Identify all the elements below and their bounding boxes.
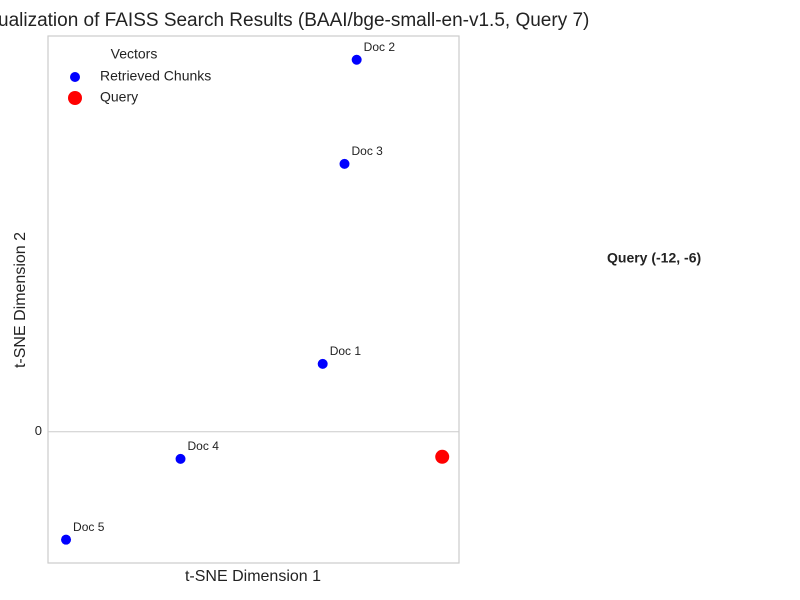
point (61, 534, 72, 545)
y-tick-label: 0 (35, 423, 42, 438)
point-label: Doc 1 (330, 344, 362, 358)
legend-label: Retrieved Chunks (100, 68, 211, 84)
chart-title: ualization of FAISS Search Results (BAAI… (0, 10, 589, 31)
point-label: Doc 2 (364, 40, 396, 54)
legend-marker (68, 91, 82, 105)
point (339, 158, 350, 169)
legend-label: Query (100, 89, 138, 105)
annotation: Query (-12, -6) (607, 250, 701, 266)
legend-marker (70, 72, 80, 82)
point (175, 453, 186, 464)
plot-frame (47, 35, 460, 564)
point-label: Doc 3 (352, 144, 384, 158)
x-axis-label: t-SNE Dimension 1 (185, 568, 321, 585)
point (317, 358, 328, 369)
y-axis-label: t-SNE Dimension 2 (12, 232, 29, 368)
point (435, 449, 450, 464)
point-label: Doc 4 (188, 439, 220, 453)
point-label: Doc 5 (73, 520, 105, 534)
point (351, 54, 362, 65)
legend-title: Vectors (111, 46, 158, 62)
